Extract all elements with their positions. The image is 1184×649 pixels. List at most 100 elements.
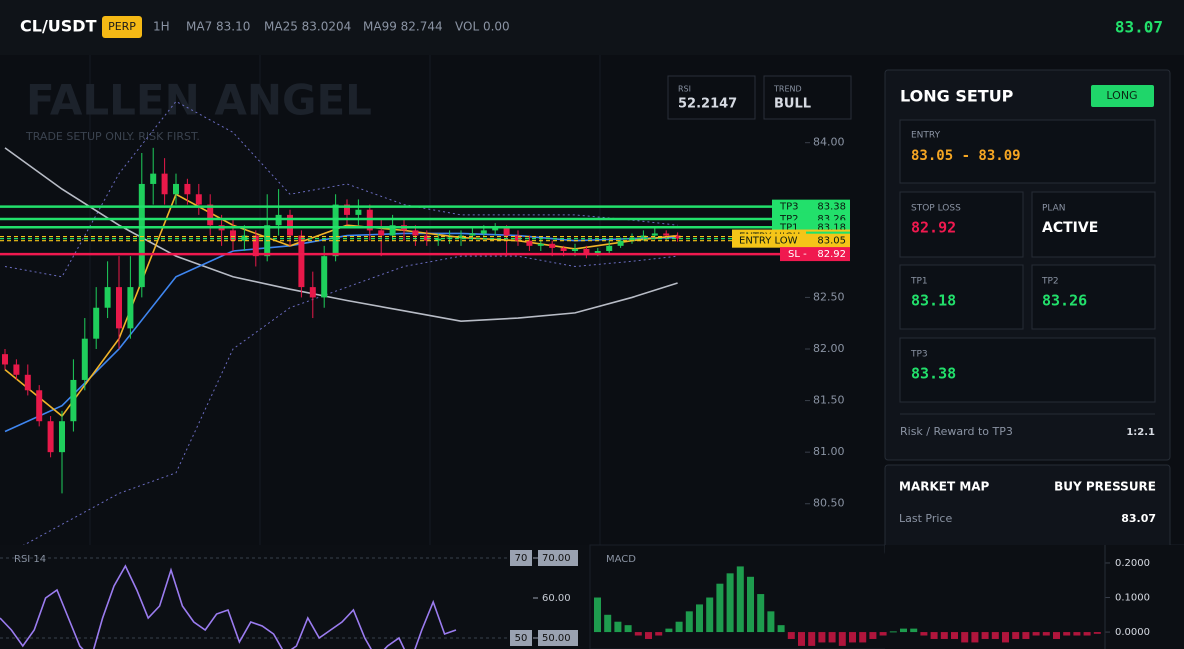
macd-bar xyxy=(961,632,969,643)
interval[interactable]: 1H xyxy=(153,20,170,34)
perp-text: PERP xyxy=(108,20,136,33)
level-tag-value: 83.26 xyxy=(817,214,846,225)
trend-box-value: BULL xyxy=(774,97,811,112)
macd-bar xyxy=(910,628,918,633)
macd-bar xyxy=(1063,632,1071,636)
level-tag-label: TP2 xyxy=(779,214,799,225)
candle-body xyxy=(127,287,134,329)
macd-bar xyxy=(594,597,601,633)
rsi-tick-label: 70.00 xyxy=(542,553,571,564)
tp1-label: TP1 xyxy=(910,277,928,287)
candle-body xyxy=(2,354,8,365)
stop-value: 82.92 xyxy=(911,219,956,237)
rsi-tick-box xyxy=(538,550,578,566)
candle-body xyxy=(173,183,179,195)
last-price-label: Last Price xyxy=(899,512,952,525)
rsi-band-label: 70 xyxy=(515,553,528,564)
macd-bar xyxy=(604,614,612,633)
candle-body xyxy=(332,204,339,257)
long-badge-text: LONG xyxy=(1106,89,1137,102)
macd-bar xyxy=(655,632,663,636)
macd-bar xyxy=(1012,632,1020,639)
rr-label: Risk / Reward to TP3 xyxy=(900,425,1013,438)
macd-bar xyxy=(1073,632,1081,636)
candle-body xyxy=(572,248,578,251)
setup-title: LONG SETUP xyxy=(900,87,1014,106)
perp-badge xyxy=(102,16,142,38)
price-tick-label: 82.00 xyxy=(813,342,845,355)
macd-bar xyxy=(818,632,826,643)
candle-body xyxy=(321,256,328,298)
candle-body xyxy=(480,230,487,234)
candle-body xyxy=(469,233,476,236)
level-tag-label: TP3 xyxy=(779,202,799,213)
macd-bar xyxy=(900,628,907,633)
candle-body xyxy=(378,230,385,236)
level-tag-label: ENTRY LOW xyxy=(739,236,798,247)
rsi-box-value: 52.2147 xyxy=(678,97,737,112)
level-tag-value: 83.05 xyxy=(817,236,846,247)
macd-bar xyxy=(991,632,999,639)
pair[interactable]: CL/USDT xyxy=(20,17,97,36)
candle-body xyxy=(161,173,168,195)
entry-label: ENTRY xyxy=(911,131,941,141)
candle-body xyxy=(195,194,202,205)
macd-bar xyxy=(767,611,775,633)
header-bar xyxy=(0,0,1184,55)
candle-body xyxy=(526,240,533,246)
rsi-band-tag xyxy=(510,630,532,646)
macd-bar xyxy=(849,632,856,643)
price-tick-label: 80.50 xyxy=(813,497,845,510)
candle-body xyxy=(138,183,145,288)
candle-body xyxy=(640,235,647,238)
macd-bar xyxy=(951,632,958,639)
stop-box xyxy=(899,191,1024,258)
macd-tick-label: 0.2000 xyxy=(1115,558,1150,569)
trend-box-label: TREND xyxy=(773,85,802,94)
rsi-tick-label: 50.00 xyxy=(542,633,571,644)
rsi-band-tag xyxy=(510,550,532,566)
macd-bar xyxy=(1022,632,1030,639)
ma7: MA7 83.10 xyxy=(186,20,250,34)
candle-body xyxy=(606,245,613,251)
macd-bar xyxy=(675,621,683,633)
market-title: MARKET MAP xyxy=(899,480,990,494)
price-tick-label: 81.50 xyxy=(813,394,845,407)
market-panel xyxy=(884,464,1171,556)
candle-body xyxy=(207,204,214,226)
macd-bar xyxy=(981,632,989,639)
candle-body xyxy=(503,227,510,236)
last-price: 83.07 xyxy=(1115,18,1163,37)
entry-box xyxy=(899,119,1156,184)
macd-bar xyxy=(940,632,948,639)
macd-bar xyxy=(624,625,632,633)
rsi-tick-box xyxy=(538,630,578,646)
bollinger-band xyxy=(4,100,678,278)
candle-body xyxy=(47,421,54,453)
candle-body xyxy=(423,235,430,241)
candle-body xyxy=(492,227,499,231)
macd-bar xyxy=(889,631,897,633)
candle-body xyxy=(230,230,236,241)
watermark-title: FALLEN ANGEL xyxy=(26,76,372,125)
bollinger-band xyxy=(22,255,678,545)
price-tick-label: 81.00 xyxy=(813,445,845,458)
candle-body xyxy=(617,240,624,246)
candle-body xyxy=(59,421,65,453)
entry-value: 83.05 - 83.09 xyxy=(911,148,1021,164)
tp2-box xyxy=(1031,264,1156,330)
level-tag xyxy=(772,199,850,214)
candle-body xyxy=(309,287,316,298)
candle-body xyxy=(70,379,77,422)
candle-body xyxy=(116,287,122,329)
plan-label: PLAN xyxy=(1042,204,1066,214)
level-tag xyxy=(780,247,850,262)
macd-bar xyxy=(614,621,622,633)
level-tag-value: 83.38 xyxy=(817,202,846,213)
rsi-title: RSI 14 xyxy=(14,554,46,565)
macd-bar xyxy=(920,632,928,636)
candle-body xyxy=(435,238,442,241)
